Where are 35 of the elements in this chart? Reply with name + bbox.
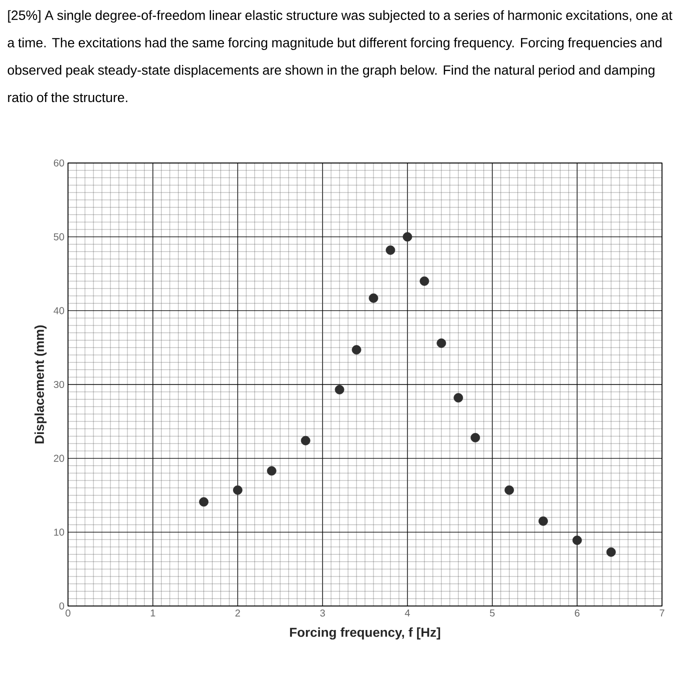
point — [352, 345, 362, 354]
x-tick-label: 7 — [660, 610, 664, 616]
point — [420, 276, 430, 286]
y-tick-label: 30 — [54, 380, 64, 388]
y-tick-label: 10 — [54, 528, 64, 536]
point — [470, 432, 480, 442]
y-tick-label: 20 — [54, 454, 64, 462]
y-tick-label: 50 — [54, 233, 64, 240]
point — [334, 384, 344, 394]
x-axis-title: Forcing frequency, f [Hz] — [290, 627, 440, 640]
point — [504, 485, 514, 495]
x-tick-label: 0 — [66, 610, 70, 617]
point — [386, 245, 396, 255]
point — [436, 338, 446, 348]
x-tick-label: 5 — [490, 610, 495, 616]
point — [368, 293, 378, 303]
point — [266, 466, 276, 476]
x-tick-label: 3 — [320, 610, 325, 617]
y-tick-label: 0 — [59, 602, 64, 610]
y-tick-label: 60 — [54, 159, 64, 167]
point — [454, 393, 464, 402]
y-tick-label: 40 — [54, 307, 64, 314]
x-tick-label: 4 — [404, 610, 410, 616]
point — [233, 485, 242, 495]
x-tick-label: 2 — [235, 610, 240, 616]
x-tick-label: 6 — [574, 610, 580, 617]
point — [606, 547, 616, 557]
y-axis-title: Displacement (mm) — [34, 325, 47, 444]
point — [572, 536, 582, 545]
point — [300, 436, 310, 446]
x-tick-label: 1 — [150, 610, 156, 616]
chart-title: [25%] A single degree-of-freedom linear elastic structure was subjected to a series of harmonic excitations, one at a time. The excitations had the same forcing magnitude but different forcing frequency. Forcing frequencies and observed peak steady-state displacements are shown in the graph below. Find the natural period and damping ratio of the structure. — [8, 10, 672, 102]
point — [199, 497, 208, 507]
point — [402, 232, 412, 242]
point — [538, 516, 548, 526]
